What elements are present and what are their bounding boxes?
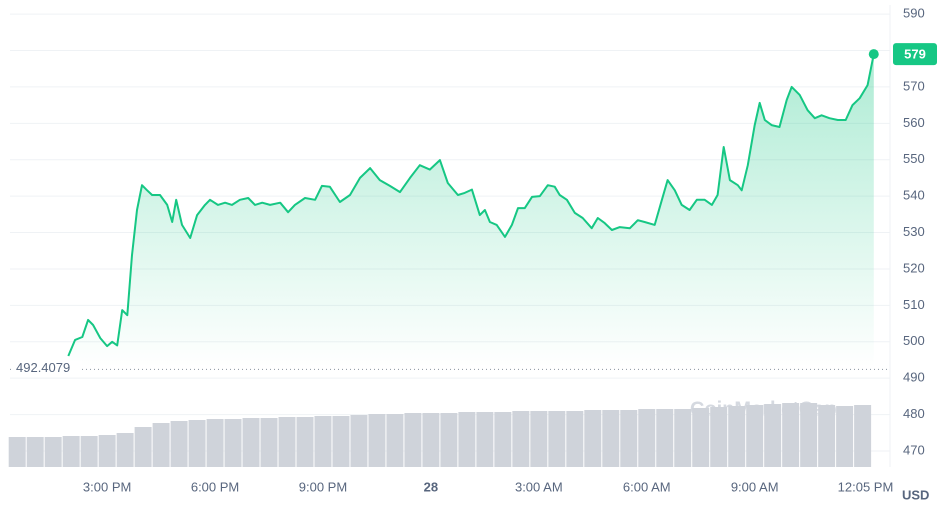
- volume-bar: [242, 418, 260, 467]
- volume-bar: [26, 437, 44, 467]
- volume-bar: [656, 409, 674, 467]
- volume-bar: [422, 413, 440, 467]
- volume-bar: [638, 409, 656, 467]
- volume-bar: [458, 412, 476, 467]
- y-tick-label: 590: [903, 6, 925, 21]
- volume-bar: [260, 418, 278, 467]
- y-tick-label: 520: [903, 260, 925, 275]
- x-tick-label: 6:00 AM: [623, 479, 671, 494]
- volume-bar: [692, 408, 710, 467]
- y-tick-label: 510: [903, 297, 925, 312]
- y-tick-label: 570: [903, 78, 925, 93]
- volume-bar: [152, 423, 170, 467]
- volume-bar: [224, 419, 242, 467]
- volume-bar: [368, 414, 386, 467]
- volume-bar: [188, 420, 206, 467]
- volume-bar: [476, 412, 494, 467]
- x-tick-label: 9:00 AM: [731, 479, 779, 494]
- y-tick-label: 470: [903, 442, 925, 457]
- volume-bar: [584, 410, 602, 467]
- volume-bar: [548, 411, 566, 467]
- volume-bar: [512, 411, 530, 467]
- volume-bar: [440, 413, 458, 467]
- volume-bar: [854, 405, 872, 467]
- x-tick-label: 28: [424, 479, 438, 494]
- volume-bar: [386, 414, 404, 467]
- volume-bar: [296, 417, 314, 467]
- y-tick-label: 480: [903, 406, 925, 421]
- volume-bar: [530, 411, 548, 467]
- volume-bar: [818, 405, 836, 467]
- volume-bar: [746, 405, 764, 467]
- x-tick-label: 3:00 PM: [83, 479, 131, 494]
- volume-bar: [710, 407, 728, 467]
- volume-bar: [674, 409, 692, 467]
- price-tag-label: 579: [904, 47, 926, 62]
- volume-bar: [782, 403, 800, 467]
- volume-bar: [206, 419, 224, 467]
- y-tick-label: 550: [903, 151, 925, 166]
- volume-bar: [116, 433, 134, 467]
- y-tick-label: 560: [903, 115, 925, 130]
- y-unit: USD: [902, 487, 929, 502]
- y-tick-label: 540: [903, 188, 925, 203]
- volume-bar: [620, 410, 638, 467]
- reference-label-bg: [12, 360, 82, 377]
- x-tick-label: 6:00 PM: [191, 479, 239, 494]
- x-tick-label: 12:05 PM: [838, 479, 894, 494]
- last-price-dot: [868, 49, 879, 60]
- y-tick-label: 490: [903, 370, 925, 385]
- volume-bar: [728, 406, 746, 467]
- volume-bar: [314, 416, 332, 467]
- volume-bar: [350, 415, 368, 467]
- volume-bar: [170, 421, 188, 467]
- x-tick-label: 9:00 PM: [299, 479, 347, 494]
- y-tick-label: 500: [903, 333, 925, 348]
- volume-bar: [44, 437, 62, 467]
- volume-bar: [404, 413, 422, 467]
- volume-bar: [566, 411, 584, 467]
- volume-bar: [800, 403, 818, 467]
- volume-bar: [764, 404, 782, 467]
- volume-bar: [80, 436, 98, 467]
- y-tick-label: 530: [903, 224, 925, 239]
- volume-bar: [494, 412, 512, 467]
- volume-bar: [332, 416, 350, 467]
- price-tag: [893, 43, 937, 66]
- volume-bar: [8, 437, 26, 467]
- volume-bar: [278, 417, 296, 467]
- volume-bar: [602, 410, 620, 467]
- price-line: [67, 53, 875, 357]
- volume-bar: [836, 406, 854, 467]
- price-area: [68, 54, 874, 367]
- volume-bar: [98, 435, 116, 467]
- volume-bar: [134, 427, 152, 467]
- volume-bar: [62, 436, 80, 467]
- x-tick-label: 3:00 AM: [515, 479, 563, 494]
- reference-label: 492.4079: [16, 360, 70, 375]
